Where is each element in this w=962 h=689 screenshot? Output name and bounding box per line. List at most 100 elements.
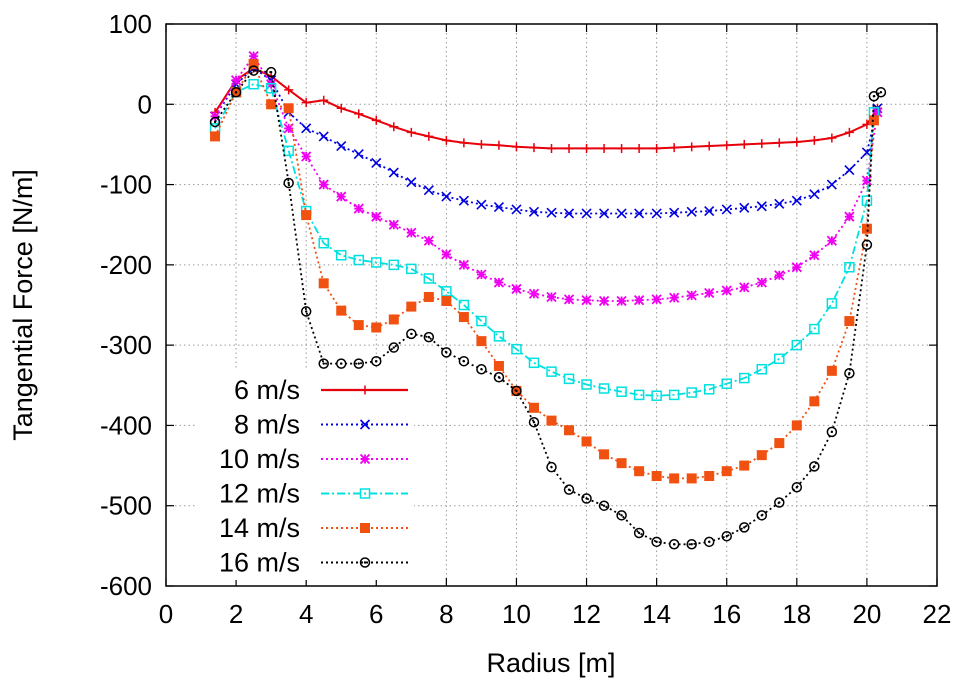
legend-label: 6 m/s xyxy=(234,375,300,405)
data-point-center xyxy=(252,69,255,72)
x-tick-label: 0 xyxy=(159,599,173,629)
data-point xyxy=(651,294,662,305)
data-point xyxy=(458,195,469,206)
data-point xyxy=(616,510,627,521)
data-point xyxy=(757,139,767,149)
data-point xyxy=(844,127,854,137)
data-point xyxy=(406,263,417,275)
data-point xyxy=(388,167,399,178)
data-point xyxy=(652,143,662,153)
data-point xyxy=(669,473,680,484)
data-point xyxy=(300,306,312,317)
y-axis-label: Tangential Force [N/m] xyxy=(8,169,38,441)
data-point xyxy=(353,203,364,214)
data-point xyxy=(739,460,750,471)
data-point xyxy=(844,211,855,222)
data-point xyxy=(353,148,364,160)
data-point xyxy=(529,143,539,153)
series-line xyxy=(214,67,879,150)
legend-label: 12 m/s xyxy=(219,479,300,509)
data-point xyxy=(826,179,837,190)
data-point-center xyxy=(427,335,431,339)
data-point-center xyxy=(322,362,325,365)
data-point xyxy=(617,143,627,153)
data-point xyxy=(686,473,697,484)
data-point-center xyxy=(304,310,308,313)
data-point xyxy=(791,339,803,351)
data-point xyxy=(441,135,451,145)
data-point-center xyxy=(340,362,343,365)
data-point xyxy=(301,210,312,221)
data-point xyxy=(406,301,417,312)
data-point xyxy=(441,286,452,297)
data-point xyxy=(563,294,575,305)
data-point xyxy=(511,343,522,355)
data-point-center xyxy=(392,346,395,349)
data-point xyxy=(616,458,627,469)
data-point xyxy=(634,466,645,477)
data-point-center xyxy=(234,91,238,94)
data-point xyxy=(809,250,820,261)
series-layer xyxy=(209,50,887,550)
data-point xyxy=(791,195,802,206)
data-point xyxy=(528,357,540,369)
data-point xyxy=(669,292,680,303)
plot-frame xyxy=(165,23,938,587)
data-point xyxy=(704,206,715,217)
data-point-center xyxy=(872,95,876,98)
data-point xyxy=(774,138,784,148)
data-point xyxy=(861,195,873,206)
data-point xyxy=(687,142,697,152)
data-point xyxy=(861,239,873,251)
series-6-ms xyxy=(210,63,882,153)
data-point xyxy=(441,295,452,306)
data-point xyxy=(756,510,768,521)
data-point xyxy=(423,185,434,196)
data-point xyxy=(248,50,259,62)
data-point xyxy=(844,262,855,273)
data-point xyxy=(774,438,785,449)
data-point-center xyxy=(655,540,658,544)
data-point xyxy=(476,269,487,280)
data-point xyxy=(359,453,371,465)
data-point xyxy=(353,358,364,369)
data-point xyxy=(318,131,329,142)
y-tick-label: 100 xyxy=(109,9,152,39)
data-point xyxy=(774,198,785,209)
data-point-center xyxy=(532,421,536,424)
series-line xyxy=(214,69,882,546)
y-tick-label: -500 xyxy=(100,491,152,521)
data-point xyxy=(528,288,540,299)
data-point xyxy=(359,419,371,430)
data-point xyxy=(791,481,803,493)
data-point xyxy=(335,249,347,261)
data-point xyxy=(875,86,887,98)
data-point xyxy=(248,65,259,76)
data-point xyxy=(266,99,277,110)
data-point xyxy=(283,123,294,134)
data-point xyxy=(564,425,575,436)
data-point xyxy=(353,254,364,266)
legend-label: 16 m/s xyxy=(219,548,300,578)
data-point xyxy=(868,115,879,126)
x-tick-label: 20 xyxy=(852,599,881,629)
legend-entry: 14 m/s xyxy=(219,513,408,543)
y-tick-label: 0 xyxy=(138,89,152,119)
data-point-center xyxy=(462,360,466,363)
legend-entry: 10 m/s xyxy=(219,444,408,474)
data-point xyxy=(265,66,277,78)
data-point xyxy=(336,305,347,316)
data-point xyxy=(441,249,452,260)
data-point xyxy=(791,262,802,273)
x-tick-label: 6 xyxy=(369,599,383,629)
x-tick-label: 12 xyxy=(572,599,601,629)
series-14-ms xyxy=(210,59,879,484)
axis-ticks: 0 2 4 6 8 10 12 14 16 18 20 22 100 0 -100 -200 -300 -400 -… xyxy=(100,9,952,629)
data-point xyxy=(459,138,469,148)
legend: 6 m/s 8 m/s 10 m/s 12 m/s 14 m/s 16 m/s xyxy=(196,370,414,580)
data-point xyxy=(371,322,382,333)
series-10-ms xyxy=(209,50,883,307)
legend-entry: 16 m/s xyxy=(219,548,408,578)
data-point xyxy=(476,315,487,327)
data-point xyxy=(318,358,329,369)
